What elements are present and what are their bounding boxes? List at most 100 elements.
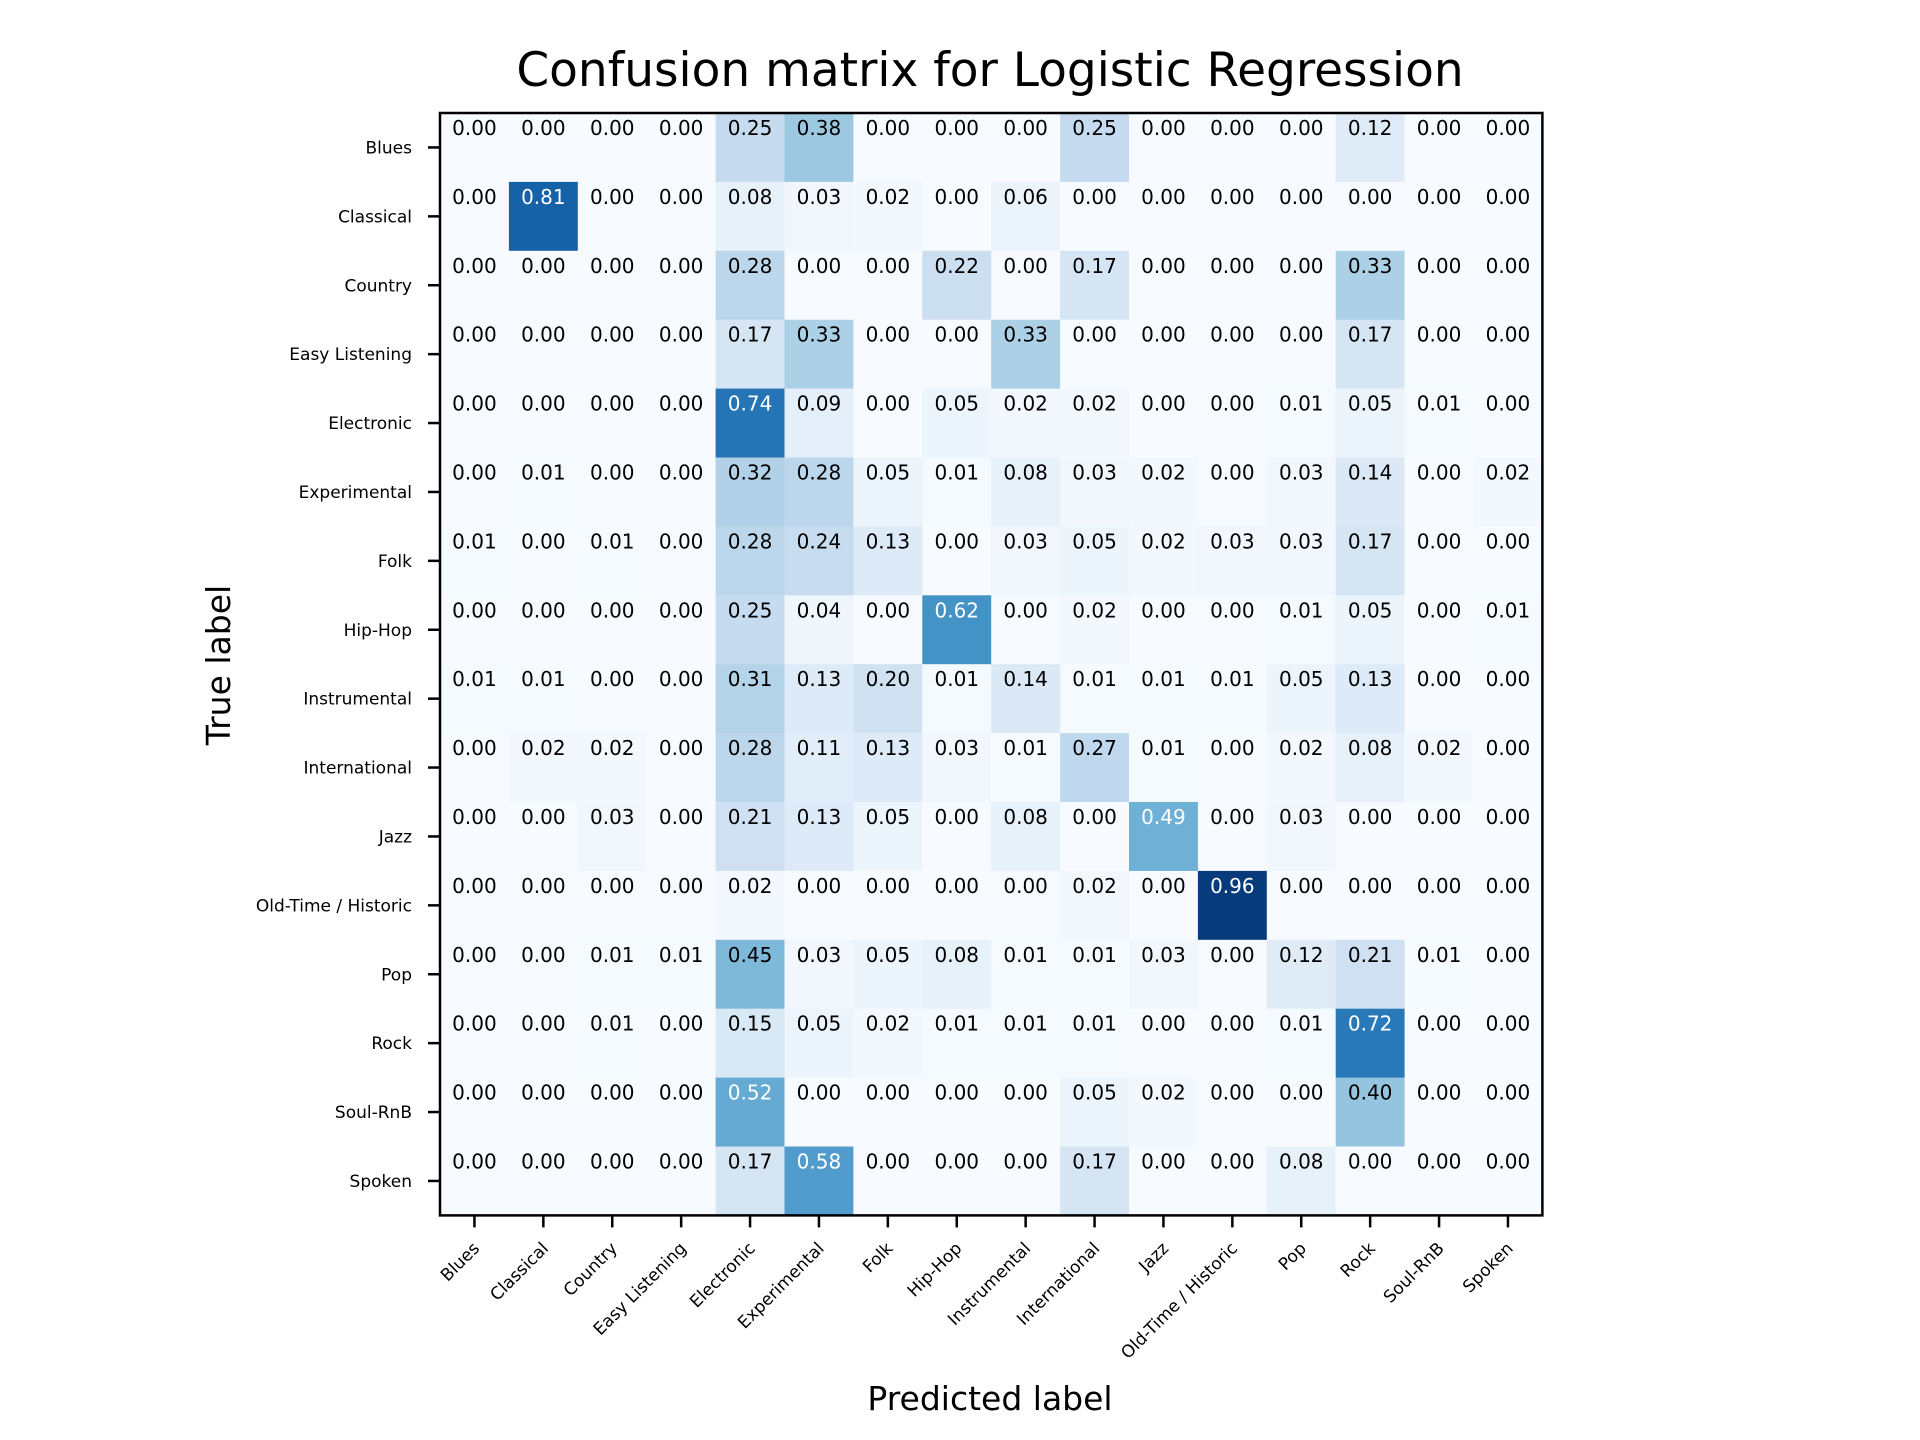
heatmap-cell (508, 250, 579, 321)
heatmap-cell (577, 1008, 648, 1079)
heatmap-cell-value: 0.00 (1486, 1150, 1531, 1174)
heatmap-cell (1335, 526, 1406, 596)
heatmap-cell (1129, 733, 1199, 803)
heatmap-cell (1266, 319, 1337, 390)
heatmap-cell (1335, 113, 1406, 183)
heatmap-cell (508, 1146, 579, 1216)
heatmap-cell-value: 0.00 (590, 116, 635, 140)
heatmap-cell-value: 0.00 (1072, 805, 1117, 829)
heatmap-cell (646, 870, 717, 941)
heatmap-cell-value: 0.00 (590, 874, 635, 898)
x-tick-label: Spoken (1459, 1239, 1517, 1297)
heatmap-cell (646, 733, 717, 803)
heatmap-cell-value: 0.00 (866, 1081, 911, 1105)
heatmap-cell (715, 870, 786, 941)
heatmap-cell (715, 388, 786, 459)
heatmap-cell (853, 319, 923, 390)
heatmap-cell-value: 0.01 (1417, 392, 1462, 416)
heatmap-cell-value: 0.00 (1210, 185, 1255, 209)
heatmap-cell-value: 0.00 (1279, 323, 1324, 347)
heatmap-cell-value: 0.01 (1003, 1012, 1048, 1036)
x-tick-label: Electronic (686, 1239, 759, 1312)
y-tick-label: Old-Time / Historic (256, 896, 412, 916)
heatmap-cell-value: 0.00 (934, 1081, 979, 1105)
heatmap-cell (1266, 802, 1337, 872)
heatmap-cell-value: 0.01 (1210, 667, 1255, 691)
heatmap-cell (1404, 1146, 1475, 1216)
heatmap-cell-value: 0.00 (1279, 185, 1324, 209)
heatmap-cell-value: 0.00 (521, 805, 566, 829)
heatmap-cell (1129, 1008, 1199, 1079)
heatmap-cell (1060, 113, 1130, 183)
heatmap-cell-value: 0.00 (1210, 116, 1255, 140)
heatmap-cell (991, 1146, 1061, 1216)
heatmap-cell-value: 0.32 (728, 461, 773, 485)
y-tick-label: Rock (371, 1034, 412, 1054)
heatmap-cell-value: 0.13 (866, 736, 911, 760)
y-tick-label: International (304, 759, 413, 779)
heatmap-cell-value: 0.00 (521, 943, 566, 967)
heatmap-cell-value: 0.03 (1210, 529, 1255, 553)
heatmap-cell (991, 802, 1061, 872)
heatmap-cell (577, 388, 648, 459)
y-tick-label: Easy Listening (289, 345, 412, 365)
heatmap-cell-value: 0.33 (1003, 323, 1048, 347)
heatmap-cell-value: 0.00 (1210, 1081, 1255, 1105)
heatmap-cell (1197, 113, 1268, 183)
heatmap-cell (440, 802, 510, 872)
heatmap-cell-value: 0.00 (590, 598, 635, 622)
heatmap-cell-value: 0.00 (1417, 805, 1462, 829)
heatmap-cell-value: 0.00 (659, 185, 704, 209)
heatmap-cell (440, 1077, 510, 1148)
heatmap-cell (1266, 1008, 1337, 1079)
heatmap-cell-value: 0.28 (728, 736, 773, 760)
heatmap-cell (646, 1146, 717, 1216)
heatmap-cell (1266, 181, 1337, 252)
heatmap-cell-value: 0.01 (590, 943, 635, 967)
heatmap-cell (715, 319, 786, 390)
y-tick-label: Spoken (350, 1172, 412, 1192)
heatmap-cell-value: 0.00 (659, 736, 704, 760)
heatmap-cell (1266, 870, 1337, 941)
heatmap-cell-value: 0.05 (934, 392, 979, 416)
heatmap-cell-value: 0.03 (1279, 529, 1324, 553)
heatmap-cell-value: 0.00 (452, 874, 497, 898)
heatmap-cell-value: 0.00 (590, 1081, 635, 1105)
heatmap-cell (577, 802, 648, 872)
heatmap-cell-value: 0.25 (728, 116, 773, 140)
heatmap-cell-value: 0.01 (659, 943, 704, 967)
heatmap-cell-value: 0.00 (659, 598, 704, 622)
heatmap-cell (1266, 1146, 1337, 1216)
heatmap-cell (1129, 113, 1199, 183)
heatmap-cell (1404, 733, 1475, 803)
heatmap-cell (853, 388, 923, 459)
heatmap-cell-value: 0.21 (1348, 943, 1393, 967)
heatmap-cell-value: 0.00 (521, 116, 566, 140)
heatmap-cell (508, 595, 579, 665)
heatmap-cell-value: 0.74 (728, 392, 773, 416)
heatmap-cell-value: 0.03 (797, 185, 842, 209)
heatmap-cell (784, 595, 854, 665)
heatmap-cell-value: 0.00 (1003, 874, 1048, 898)
heatmap-cell-value: 0.03 (1003, 529, 1048, 553)
heatmap-cell-value: 0.02 (728, 874, 773, 898)
heatmap-cell-value: 0.00 (934, 1150, 979, 1174)
heatmap-cell-value: 0.02 (1072, 598, 1117, 622)
heatmap-cell-value: 0.03 (797, 943, 842, 967)
heatmap-cell-value: 0.00 (1417, 1081, 1462, 1105)
heatmap-cell-value: 0.13 (1348, 667, 1393, 691)
heatmap-cell (577, 664, 648, 734)
heatmap-cell (1335, 181, 1406, 252)
heatmap-cell-value: 0.00 (1141, 254, 1186, 278)
heatmap-cell (1473, 113, 1543, 183)
heatmap-cell-value: 0.17 (1072, 1150, 1117, 1174)
heatmap-cell (1266, 526, 1337, 596)
heatmap-cell (1473, 1077, 1543, 1148)
heatmap-cell (1060, 802, 1130, 872)
heatmap-cell-value: 0.17 (728, 1150, 773, 1174)
heatmap-cell-value: 0.33 (797, 323, 842, 347)
heatmap-cell (853, 733, 923, 803)
heatmap-cell-value: 0.00 (452, 1012, 497, 1036)
heatmap-cell (1060, 181, 1130, 252)
heatmap-cell (1060, 319, 1130, 390)
